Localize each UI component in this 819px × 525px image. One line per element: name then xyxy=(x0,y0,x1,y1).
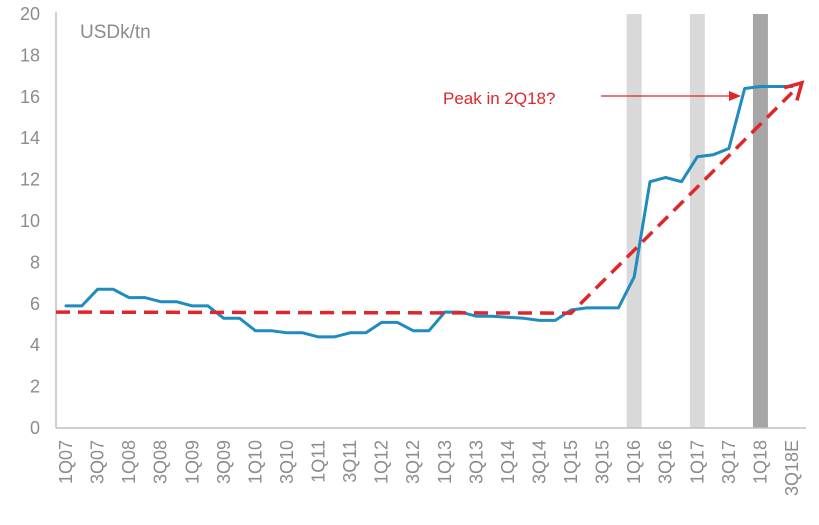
shaded-period-1Q18 xyxy=(752,14,768,428)
x-tick-label: 3Q08 xyxy=(151,440,171,484)
x-tick-label: 1Q18 xyxy=(750,440,770,484)
x-tick-label: 1Q15 xyxy=(561,440,581,484)
y-tick-label: 8 xyxy=(30,252,40,272)
x-tick-label: 3Q16 xyxy=(656,440,676,484)
shaded-period-1Q17 xyxy=(689,14,705,428)
y-tick-label: 16 xyxy=(20,87,40,107)
y-tick-label: 4 xyxy=(30,335,40,355)
x-tick-label: 3Q07 xyxy=(88,440,108,484)
x-tick-label: 1Q10 xyxy=(245,440,265,484)
x-tick-label: 3Q13 xyxy=(466,440,486,484)
x-tick-label: 3Q10 xyxy=(277,440,297,484)
x-tick-label: 3Q11 xyxy=(340,440,360,483)
annotation-label: Peak in 2Q18? xyxy=(443,89,555,108)
unit-label: USDk/tn xyxy=(80,22,151,43)
trend-arrowhead xyxy=(783,80,805,101)
y-tick-label: 10 xyxy=(20,211,40,231)
x-tick-label: 1Q07 xyxy=(56,440,76,484)
y-tick-label: 18 xyxy=(20,45,40,65)
annotation-group: Peak in 2Q18? xyxy=(443,89,741,108)
shaded-period-1Q16 xyxy=(626,14,642,428)
y-tick-label: 14 xyxy=(20,128,40,148)
x-tick-label: 1Q16 xyxy=(624,440,644,484)
x-tick-label: 1Q13 xyxy=(435,440,455,484)
trend-group xyxy=(55,80,805,315)
x-tick-label: 1Q11 xyxy=(309,440,329,483)
y-tick-label: 6 xyxy=(30,294,40,314)
trend-line xyxy=(55,91,794,315)
y-tick-label: 20 xyxy=(20,4,40,24)
y-tick-labels: 0 2 4 6 8 10 12 14 16 18 20 xyxy=(20,4,40,438)
x-tick-label: 3Q12 xyxy=(403,440,423,484)
x-tick-label: 3Q09 xyxy=(214,440,234,484)
x-tick-label: 3Q15 xyxy=(593,440,613,484)
x-tick-labels: 1Q07 3Q07 1Q08 3Q08 1Q09 3Q09 1Q10 3Q10 1Q11 3Q11… xyxy=(56,440,802,496)
y-tick-label: 2 xyxy=(30,377,40,397)
x-tick-label: 1Q14 xyxy=(498,440,518,484)
y-tick-label: 12 xyxy=(20,170,40,190)
x-tick-label: 1Q08 xyxy=(119,440,139,484)
x-tick-label: 1Q09 xyxy=(182,440,202,484)
series-group xyxy=(64,85,794,339)
annotation-arrowhead xyxy=(729,91,741,101)
x-tick-label: 3Q14 xyxy=(529,440,549,484)
axes xyxy=(55,12,806,429)
x-tick-label: 1Q17 xyxy=(687,440,707,484)
x-tick-label: 3Q17 xyxy=(719,440,739,484)
series-line-price xyxy=(64,85,794,339)
shaded-periods xyxy=(626,14,768,428)
x-tick-label: 1Q12 xyxy=(372,440,392,484)
y-tick-label: 0 xyxy=(30,418,40,438)
x-tick-label: 3Q18E xyxy=(782,440,802,496)
